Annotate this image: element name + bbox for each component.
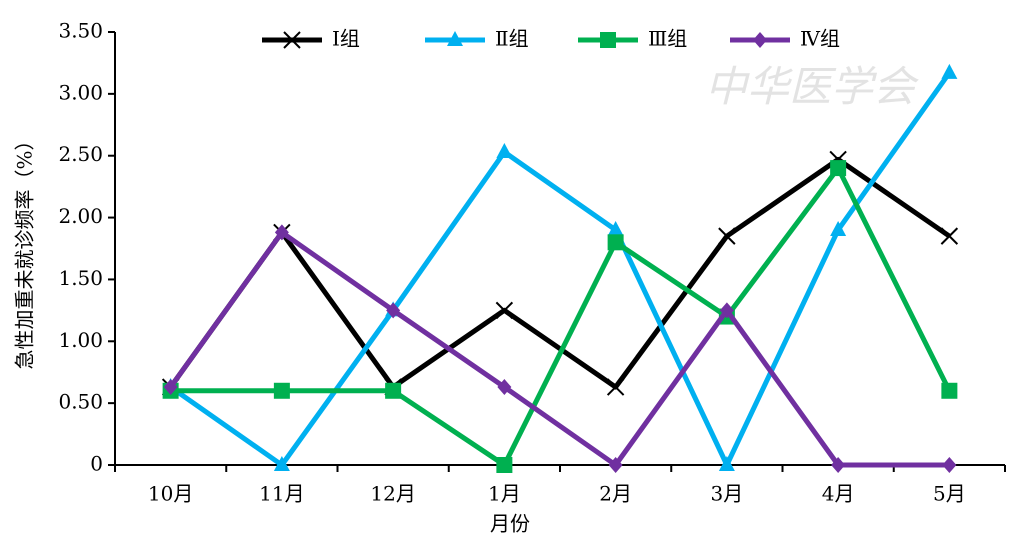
- x-tick-label: 10月: [148, 482, 193, 506]
- x-axis-label: 月份: [490, 512, 530, 536]
- x-tick-label: 11月: [259, 482, 304, 506]
- y-axis-label: 急性加重未就诊频率（%）: [13, 130, 37, 369]
- y-tick-label: 2.50: [58, 142, 103, 166]
- legend-marker: [753, 32, 767, 48]
- data-point: [497, 379, 512, 396]
- legend-label: Ⅱ组: [495, 27, 529, 51]
- data-point: [830, 220, 847, 236]
- data-point: [496, 143, 513, 159]
- y-tick-label: 3.00: [58, 80, 103, 104]
- y-tick-label: 1.00: [58, 328, 103, 352]
- data-point: [942, 457, 957, 473]
- data-point: [608, 457, 623, 473]
- series-line: [170, 165, 952, 468]
- data-point: [274, 224, 289, 241]
- x-tick-label: 5月: [933, 482, 966, 506]
- data-point: [831, 457, 846, 473]
- data-point: [718, 227, 736, 245]
- y-tick-label: 2.00: [58, 204, 103, 228]
- x-tick-label: 1月: [488, 482, 521, 506]
- data-point: [385, 382, 402, 399]
- data-point: [273, 382, 290, 399]
- legend-label: Ⅰ组: [332, 27, 360, 51]
- series-line: [168, 229, 950, 468]
- data-point: [273, 456, 290, 471]
- data-point: [940, 227, 959, 245]
- x-tick-label: 3月: [711, 482, 744, 506]
- data-point: [941, 63, 958, 79]
- legend-marker: [447, 31, 463, 46]
- data-point: [607, 234, 624, 251]
- data-point: [496, 457, 513, 473]
- data-point: [606, 378, 625, 396]
- y-tick-label: 0.50: [58, 390, 103, 414]
- data-point: [719, 302, 734, 319]
- watermark: 中华医学会: [705, 62, 919, 111]
- y-tick-label: 0: [90, 452, 103, 476]
- data-point: [607, 220, 624, 236]
- x-tick-label: 4月: [822, 482, 855, 506]
- y-tick-label: 1.50: [58, 266, 103, 290]
- data-point: [495, 301, 514, 320]
- legend-marker: [600, 32, 616, 48]
- legend-label: Ⅳ组: [800, 27, 840, 51]
- series-line: [169, 71, 952, 468]
- y-tick-label: 3.50: [58, 19, 103, 43]
- data-point: [830, 160, 847, 177]
- data-point: [941, 382, 958, 399]
- legend-label: Ⅲ组: [648, 27, 687, 51]
- data-point: [718, 456, 735, 471]
- data-point: [163, 379, 178, 396]
- x-tick-label: 2月: [599, 482, 632, 506]
- legend-marker: [283, 31, 301, 49]
- data-point: [386, 302, 401, 319]
- x-tick-label: 12月: [370, 482, 415, 506]
